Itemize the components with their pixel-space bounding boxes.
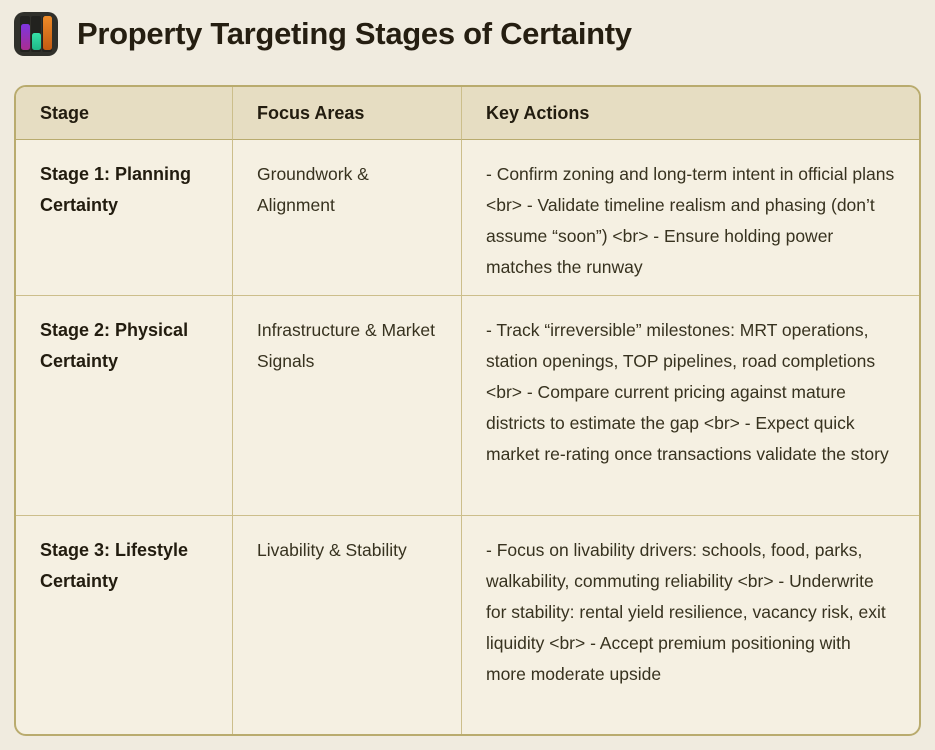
stage-1-name-cell: Stage 1: Planning Certainty bbox=[16, 140, 233, 296]
stage-3-focus-cell: Livability & Stability bbox=[233, 516, 462, 734]
stage-1-actions-cell: - Confirm zoning and long-term intent in… bbox=[462, 140, 919, 296]
bar-green bbox=[32, 33, 41, 50]
stage-2-actions-cell: - Track “irreversible” milestones: MRT o… bbox=[462, 296, 919, 516]
stage-1-focus-cell: Groundwork & Alignment bbox=[233, 140, 462, 296]
stages-table: Stage Focus Areas Key Actions Stage 1: P… bbox=[14, 85, 921, 736]
column-header-stage: Stage bbox=[16, 87, 233, 140]
stage-2-name-cell: Stage 2: Physical Certainty bbox=[16, 296, 233, 516]
page-title: Property Targeting Stages of Certainty bbox=[77, 16, 632, 51]
column-header-focus-areas: Focus Areas bbox=[233, 87, 462, 140]
stage-3-name-cell: Stage 3: Lifestyle Certainty bbox=[16, 516, 233, 734]
stage-2-focus-cell: Infrastructure & Market Signals bbox=[233, 296, 462, 516]
page-header: Property Targeting Stages of Certainty bbox=[0, 0, 935, 58]
column-header-key-actions: Key Actions bbox=[462, 87, 919, 140]
bar-purple bbox=[21, 24, 30, 50]
stage-3-actions-cell: - Focus on livability drivers: schools, … bbox=[486, 540, 886, 684]
bar-orange bbox=[43, 16, 52, 50]
bar-chart-icon bbox=[14, 12, 58, 56]
